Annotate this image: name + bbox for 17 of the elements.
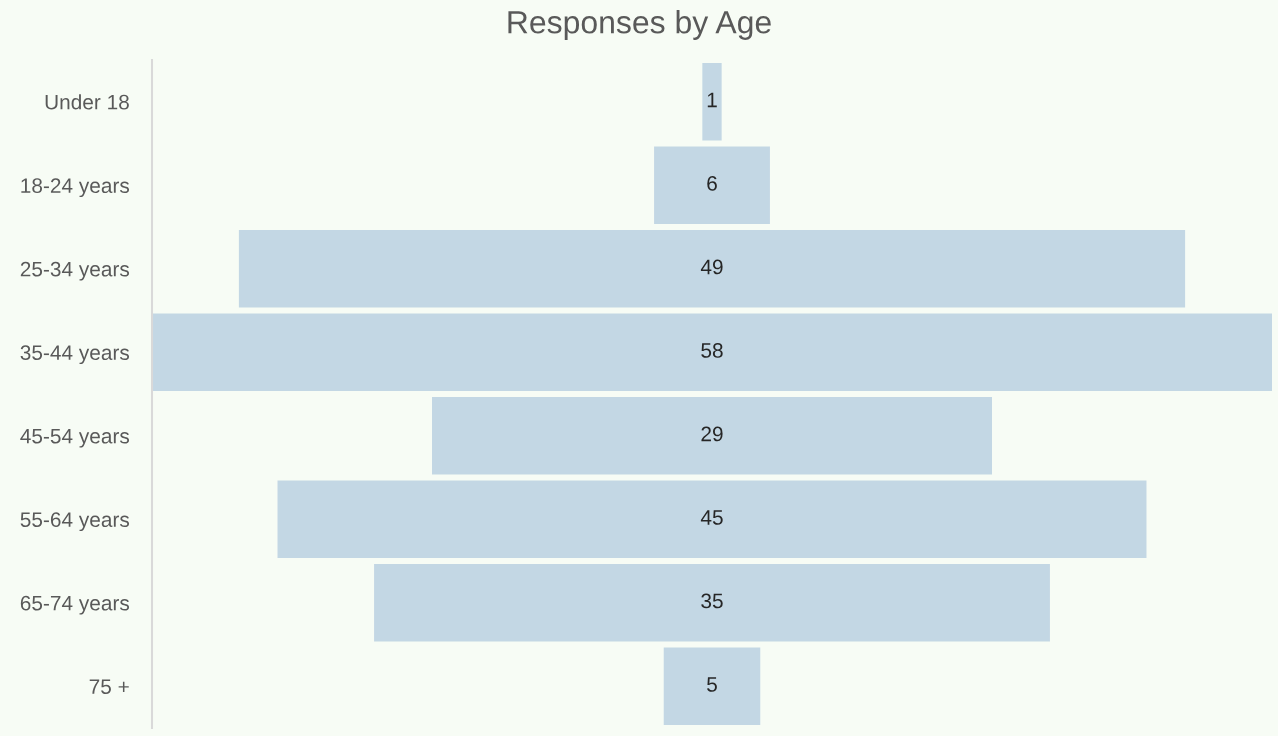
category-label: 65-74 years — [20, 595, 130, 615]
data-label: 6 — [707, 176, 717, 191]
category-label: 35-44 years — [20, 345, 130, 365]
category-label: 25-34 years — [20, 261, 130, 281]
data-label: 1 — [707, 92, 717, 108]
data-label: 29 — [701, 426, 723, 442]
category-label: 18-24 years — [21, 178, 130, 198]
text: Responses by Age — [508, 10, 771, 40]
category-label: 55-64 years — [20, 512, 130, 532]
category-label: 45-54 years — [20, 428, 130, 448]
data-label: 49 — [700, 259, 723, 275]
data-label: 45 — [700, 510, 723, 525]
category-label: Under 18 — [45, 94, 129, 110]
data-label: 35 — [701, 593, 723, 609]
category-label: 75 + — [89, 679, 129, 694]
data-label: 5 — [707, 677, 717, 692]
data-label: 58 — [701, 343, 723, 358]
